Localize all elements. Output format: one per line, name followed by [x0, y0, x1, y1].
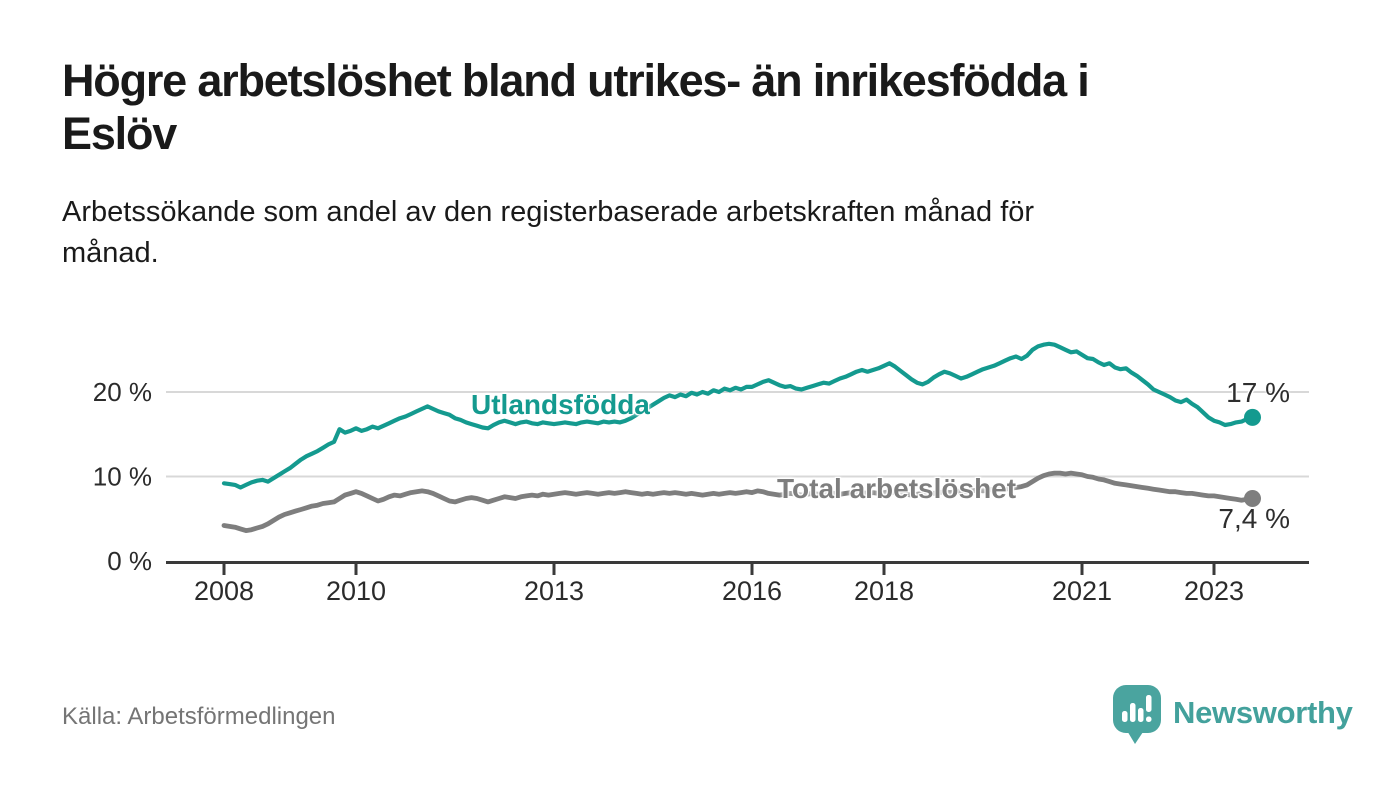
line-total-arbetsloshet	[221, 470, 1255, 533]
x-tick-label-2016: 2016	[722, 576, 782, 606]
x-tick-label-2008: 2008	[194, 576, 254, 606]
x-tick-label-2023: 2023	[1184, 576, 1244, 606]
x-tick-label-2018: 2018	[854, 576, 914, 606]
end-value-label-utlandsfodda: 17 %	[1226, 377, 1290, 408]
series-label-utlandsfodda: Utlandsfödda	[471, 389, 650, 420]
line-utlandsfodda	[221, 341, 1255, 490]
end-dot-utlandsfodda	[1244, 408, 1261, 426]
newsworthy-logo-text: Newsworthy	[1173, 695, 1353, 730]
y-tick-label-0-percent: 0 %	[107, 546, 152, 576]
y-tick-label-10-percent: 10 %	[93, 462, 152, 492]
newsworthy-speech-bubble-bar-chart-icon	[1112, 684, 1162, 751]
x-tick-label-2013: 2013	[524, 576, 584, 606]
chart-subtitle: Arbetssökande som andel av den registerb…	[62, 196, 1035, 270]
end-dot-total-arbetsloshet	[1244, 490, 1261, 507]
end-value-label-total: 7,4 %	[1218, 503, 1290, 534]
chart-title: Högre arbetslöshet bland utrikes- än inr…	[62, 55, 1090, 160]
series-label-total-arbetsloshet: Total arbetslöshet	[777, 473, 1017, 504]
x-tick-label-2021: 2021	[1052, 576, 1112, 606]
y-tick-label-20-percent: 20 %	[93, 377, 152, 407]
x-tick-label-2010: 2010	[326, 576, 386, 606]
newsworthy-logo: Newsworthy	[1112, 684, 1353, 751]
source-note: Källa: Arbetsförmedlingen	[62, 703, 336, 730]
